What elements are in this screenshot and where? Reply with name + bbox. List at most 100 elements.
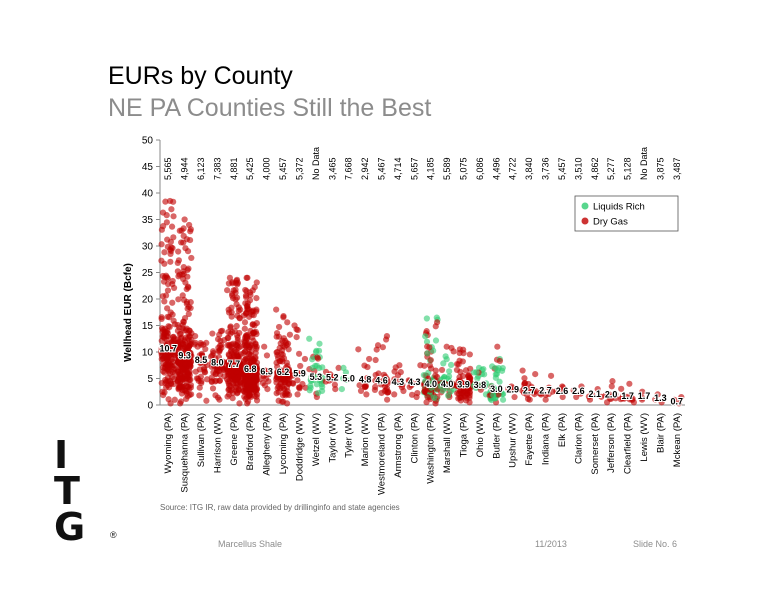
well-point: [201, 368, 208, 375]
well-point: [307, 382, 314, 389]
well-point: [281, 379, 288, 386]
well-point: [168, 339, 175, 346]
median-label: 5.2: [326, 372, 339, 382]
well-point: [489, 363, 496, 370]
well-point: [229, 386, 236, 393]
well-point: [185, 284, 192, 291]
well-point: [214, 394, 222, 401]
well-point: [224, 287, 231, 294]
well-point: [249, 384, 257, 391]
well-count-label: 3,510: [573, 157, 583, 180]
well-point: [297, 362, 304, 370]
well-point: [466, 351, 473, 358]
footer-date: 11/2013: [535, 539, 567, 549]
well-point: [218, 341, 225, 348]
well-point: [639, 388, 646, 395]
well-point: [179, 383, 186, 390]
logo-letter-t: T: [54, 469, 80, 513]
well-point: [513, 385, 520, 392]
well-point: [675, 400, 683, 407]
well-point: [423, 338, 431, 345]
well-point: [654, 391, 661, 398]
well-point: [225, 334, 232, 342]
well-point: [332, 374, 339, 381]
well-point: [275, 355, 282, 362]
well-point: [253, 320, 260, 327]
median-label: 4.6: [375, 376, 388, 386]
well-point: [309, 356, 316, 363]
well-point: [678, 393, 685, 401]
well-point: [241, 385, 248, 392]
well-point: [274, 363, 281, 370]
legend-marker: [581, 217, 589, 225]
median-label: 2.6: [572, 386, 585, 396]
well-point: [174, 339, 181, 346]
well-point: [605, 392, 612, 400]
well-point: [171, 284, 178, 292]
well-point: [277, 369, 285, 376]
well-point: [612, 391, 619, 398]
well-point: [313, 347, 320, 354]
well-point: [441, 374, 448, 381]
well-point: [608, 383, 615, 390]
itg-logo: I T G ®: [50, 436, 130, 548]
well-point: [253, 359, 261, 366]
well-point: [241, 319, 249, 326]
x-category-label: Greene (PA): [229, 413, 240, 466]
well-count-label: 4,881: [229, 157, 239, 180]
well-point: [295, 384, 303, 391]
well-point: [196, 384, 203, 391]
well-point: [167, 258, 174, 265]
well-point: [423, 328, 430, 335]
well-point: [183, 395, 190, 403]
well-point: [459, 390, 467, 397]
well-count-label: 3,840: [524, 157, 534, 180]
well-point: [249, 334, 256, 341]
well-point: [652, 396, 659, 403]
x-category-label: Clarion (PA): [573, 413, 584, 464]
well-point: [242, 371, 250, 378]
median-label: 3.8: [474, 380, 487, 390]
well-point: [175, 248, 182, 255]
well-point: [322, 368, 330, 376]
well-point: [521, 375, 528, 382]
well-count-label: 4,944: [180, 157, 190, 180]
x-category-label: Lycoming (PA): [278, 413, 289, 474]
median-label: 4.8: [359, 375, 372, 385]
well-point: [466, 371, 473, 379]
well-point: [422, 378, 429, 385]
well-point: [391, 368, 398, 375]
well-point: [184, 273, 191, 280]
median-label: 2.7: [523, 386, 536, 396]
well-point: [519, 367, 526, 374]
x-category-label: Marion (WV): [360, 413, 371, 466]
well-point: [174, 259, 181, 267]
y-tick-label: 5: [147, 374, 153, 385]
x-category-label: Allegheny (PA): [262, 413, 273, 476]
well-point: [241, 356, 249, 363]
y-tick-label: 50: [142, 136, 154, 147]
well-point: [372, 356, 379, 364]
well-point: [253, 279, 260, 286]
x-category-label: Clearfield (PA): [623, 413, 634, 474]
well-point: [250, 307, 257, 314]
well-point: [440, 380, 447, 387]
well-point: [184, 266, 191, 274]
x-category-label: Tioga (PA): [459, 413, 470, 457]
well-point: [191, 341, 198, 348]
well-point: [183, 298, 191, 306]
median-label: 10.7: [159, 343, 177, 353]
well-point: [174, 368, 182, 375]
median-label: 5.3: [310, 372, 323, 382]
well-point: [246, 376, 254, 384]
well-point: [225, 329, 232, 336]
well-count-label: 5,277: [606, 157, 616, 180]
well-point: [241, 342, 248, 349]
well-point: [237, 306, 244, 313]
well-point: [363, 391, 370, 398]
well-point: [229, 280, 236, 287]
well-point: [406, 378, 413, 385]
well-point: [356, 382, 363, 389]
legend-label: Dry Gas: [593, 217, 628, 228]
